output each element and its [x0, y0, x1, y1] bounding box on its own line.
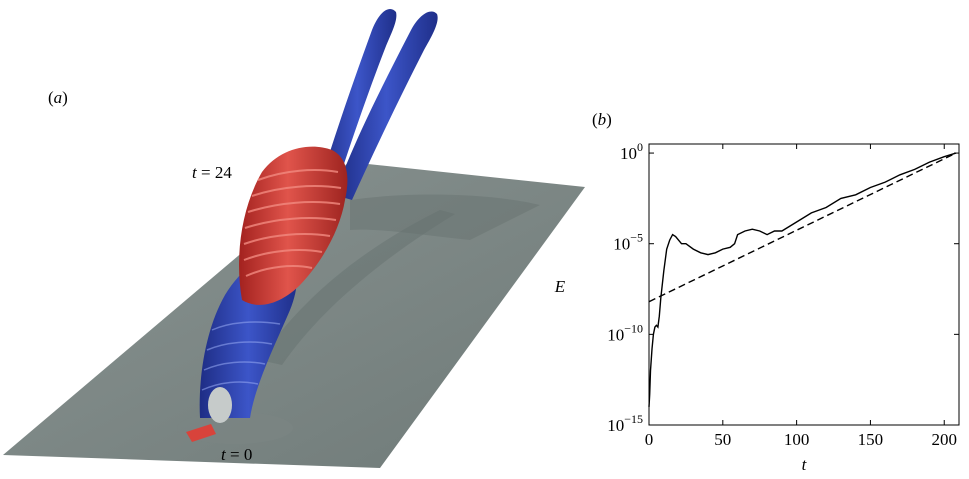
series-energy-line — [648, 152, 957, 407]
y-tick-label: 10−5 — [613, 231, 643, 254]
blue-streak-left — [318, 9, 397, 196]
y-tick-label: 100 — [620, 140, 643, 163]
plot-frame — [648, 143, 960, 426]
initial-red-patch — [186, 424, 216, 442]
series-fit-line — [648, 152, 957, 303]
panel-b: (b) 0 50 100 150 200 100 10−5 10−10 10−15 t E — [554, 110, 960, 474]
y-tick-label: 10−10 — [607, 321, 643, 344]
panel-b-label: (b) — [592, 110, 612, 129]
panel-a-label: (a) — [48, 88, 68, 107]
chart-series — [648, 152, 957, 407]
plate-surface — [3, 162, 585, 468]
x-tick-label: 200 — [931, 430, 957, 449]
hump — [208, 387, 232, 423]
time-label-0: t = 0 — [221, 445, 252, 464]
blue-structure-ridges — [201, 321, 281, 391]
y-tick-label: 10−15 — [607, 412, 643, 435]
x-tick-label: 0 — [645, 430, 654, 449]
red-structure-ridges — [243, 169, 342, 277]
x-axis-ticks: 0 50 100 150 200 — [645, 144, 957, 449]
time-label-24: t = 24 — [192, 163, 232, 182]
y-axis-label: E — [554, 277, 566, 296]
x-tick-label: 100 — [784, 430, 810, 449]
blue-streak-right — [335, 11, 438, 201]
x-tick-label: 50 — [714, 430, 731, 449]
panel-a: (a) — [3, 9, 585, 468]
x-tick-label: 150 — [858, 430, 884, 449]
plate-wake-shadow — [260, 210, 455, 365]
y-axis-ticks: 100 10−5 10−10 10−15 — [607, 140, 959, 435]
x-axis-label: t — [802, 455, 808, 474]
